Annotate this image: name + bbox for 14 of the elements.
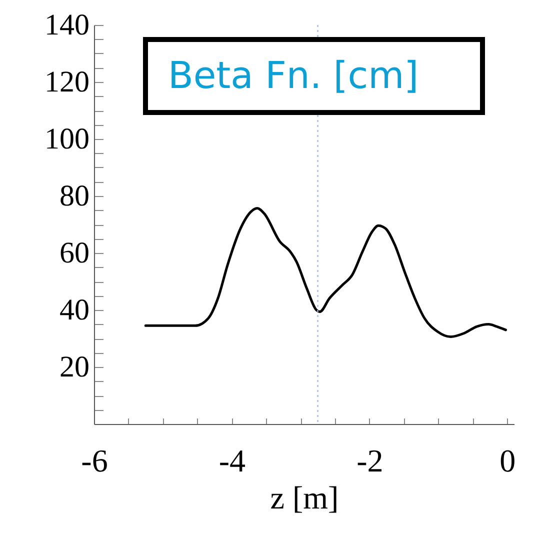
y-tick-label: 20	[60, 350, 90, 384]
x-axis-title: z [m]	[270, 480, 339, 516]
line-series	[144, 207, 507, 338]
y-tick-label: 100	[44, 122, 90, 156]
y-tick-label: 40	[60, 294, 90, 326]
y-tick-label: 120	[44, 66, 90, 98]
y-tick-label: 80	[60, 180, 90, 212]
x-tick-label: -4	[218, 442, 246, 478]
y-tick-label: 140	[44, 8, 90, 42]
x-tick-label: 0	[500, 442, 516, 478]
x-tick-label: -2	[356, 442, 384, 478]
text: Beta Fn. [cm]	[143, 37, 485, 115]
x-tick-label: -6	[81, 442, 108, 478]
y-tick-label: 60	[60, 236, 90, 270]
